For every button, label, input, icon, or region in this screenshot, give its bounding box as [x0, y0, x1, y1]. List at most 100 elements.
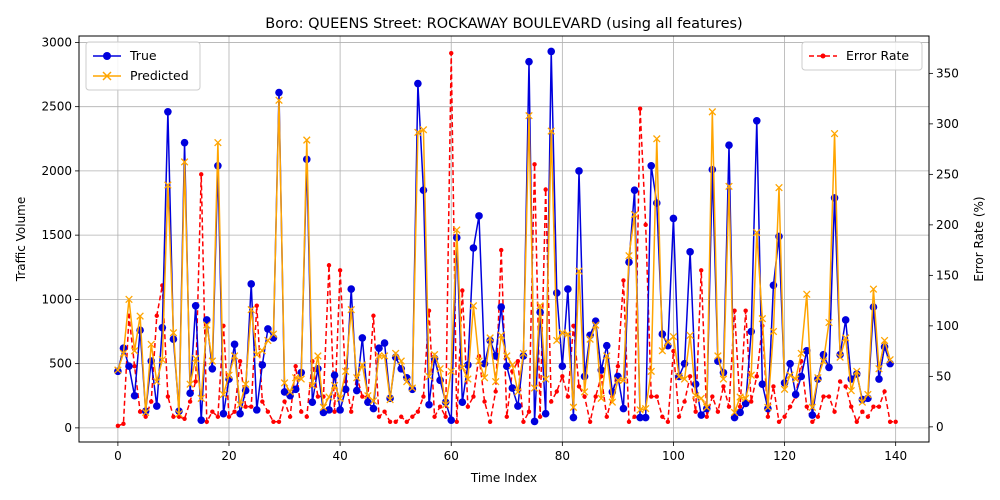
error-rate-point [254, 303, 259, 308]
legend-predicted-marker [102, 71, 112, 81]
left-y-tick-label: 2500 [41, 100, 72, 114]
true-point [380, 339, 389, 347]
error-rate-point [887, 419, 893, 425]
predicted-point [530, 384, 539, 392]
predicted-point [580, 388, 589, 396]
true-point [841, 316, 850, 324]
error-rate-point [299, 409, 304, 414]
error-rate-point [471, 394, 476, 399]
predicted-point [797, 349, 805, 358]
predicted-point [114, 366, 122, 374]
true-point [158, 323, 167, 332]
predicted-point [186, 380, 194, 388]
predicted-point [764, 403, 772, 412]
error-rate-point [204, 419, 209, 425]
right-y-tick-label: 100 [936, 319, 959, 333]
error-rate-point [171, 414, 176, 419]
true-point [869, 303, 878, 311]
error-rate-point [821, 394, 826, 399]
predicted-point [858, 398, 867, 406]
error-rate-point [810, 419, 815, 425]
right-y-tick-label: 150 [936, 268, 959, 282]
error-rate-point [787, 404, 793, 409]
right-y-tick-label: 0 [936, 420, 944, 434]
error-rate-point [737, 404, 743, 409]
predicted-point [730, 408, 739, 417]
predicted-point [825, 318, 833, 327]
error-rate-point [260, 399, 265, 404]
true-point [164, 108, 172, 116]
predicted-point [464, 375, 472, 383]
predicted-point [130, 347, 139, 355]
predicted-point [491, 377, 500, 386]
legend-right: Error Rate [801, 41, 923, 71]
error-rate-point [860, 409, 865, 414]
true-point [202, 316, 211, 324]
true-point [502, 362, 511, 370]
predicted-point [675, 372, 683, 381]
predicted-point [880, 336, 889, 345]
predicted-point [875, 365, 883, 373]
predicted-point [169, 329, 178, 337]
predicted-point [753, 228, 761, 237]
error-rate-point [543, 187, 548, 192]
true-point [275, 88, 283, 97]
true-point [186, 389, 194, 397]
error-rate-point [487, 419, 493, 425]
predicted-point [147, 340, 155, 349]
x-axis: 0 20 40 60 80 100 120 140 [114, 442, 907, 463]
error-rate-point [710, 394, 715, 399]
predicted-point [391, 349, 400, 358]
true-point [552, 289, 561, 297]
predicted-point [497, 331, 505, 340]
error-rate-point [193, 379, 198, 384]
error-rate-point [304, 414, 309, 419]
predicted-point [686, 331, 694, 340]
predicted-point [314, 352, 322, 360]
true-point [369, 404, 378, 413]
predicted-point [191, 354, 200, 363]
error-rate-point [660, 414, 665, 419]
predicted-point [369, 397, 378, 405]
error-rate-point [232, 409, 237, 414]
error-rate-point [682, 399, 687, 404]
true-point [791, 390, 800, 399]
predicted-point [714, 352, 722, 360]
predicted-point [758, 314, 767, 323]
true-point [469, 244, 478, 252]
right-y-tick-label: 50 [936, 369, 951, 383]
predicted-point [330, 381, 339, 390]
error-rate-point [437, 404, 443, 409]
legend-error-marker [820, 53, 826, 59]
true-point [769, 281, 778, 290]
error-rate-point [549, 399, 554, 404]
left-y-axis: 0 500 1000 1500 2000 2500 3000 [41, 35, 79, 435]
predicted-point [197, 394, 205, 403]
true-point [364, 398, 372, 406]
predicted-point [269, 330, 278, 338]
error-rate-point [832, 409, 837, 414]
error-rate-point [815, 414, 821, 419]
predicted-point [747, 371, 755, 379]
error-rate-point [449, 50, 454, 56]
x-tick-label: 0 [114, 449, 122, 463]
predicted-point [336, 394, 344, 403]
error-rate-point [715, 409, 721, 414]
error-rate-point [349, 409, 354, 414]
error-rate-point [871, 404, 876, 409]
true-point [564, 285, 572, 293]
error-rate-point [626, 419, 632, 425]
plot-frame [78, 35, 930, 443]
predicted-point [841, 334, 850, 342]
error-rate-point [432, 414, 437, 419]
predicted-point [847, 386, 855, 395]
predicted-point [453, 226, 461, 234]
error-rate-point [371, 313, 376, 318]
predicted-point [708, 108, 717, 116]
predicted-point [414, 128, 422, 137]
true-point [497, 303, 506, 311]
left-y-tick-label: 2000 [41, 164, 72, 178]
predicted-point [697, 394, 705, 403]
predicted-point [886, 356, 894, 364]
